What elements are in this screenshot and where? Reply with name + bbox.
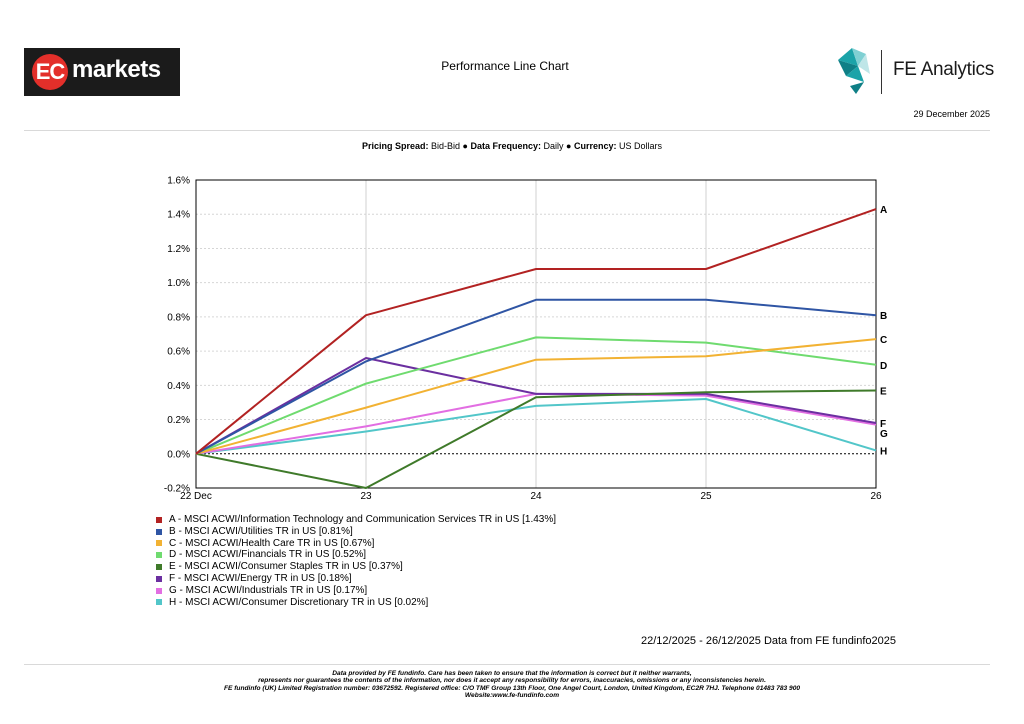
legend-item: B - MSCI ACWI/Utilities TR in US [0.81%]	[156, 526, 556, 538]
legend-swatch	[156, 516, 162, 523]
ec-logo-initials: EC	[32, 54, 68, 90]
x-tick-label: 26	[870, 491, 882, 502]
y-tick-label: 0.4%	[167, 381, 190, 392]
y-tick-label: 0.8%	[167, 312, 190, 323]
series-end-label: H	[880, 446, 887, 457]
disclaimer-line: represents nor guarantees the contents o…	[258, 677, 766, 685]
ec-markets-logo: EC markets	[24, 48, 180, 96]
brand-separator	[881, 50, 882, 94]
legend-label: E - MSCI ACWI/Consumer Staples TR in US …	[169, 561, 403, 573]
legend-swatch	[156, 575, 162, 582]
legend-item: E - MSCI ACWI/Consumer Staples TR in US …	[156, 561, 556, 573]
report-date: 29 December 2025	[913, 109, 990, 119]
data-range: 22/12/2025 - 26/12/2025 Data from FE fun…	[641, 635, 897, 647]
disclaimer-line: Data provided by FE fundinfo. Care has b…	[332, 670, 692, 677]
pricing-value: Bid-Bid	[430, 141, 460, 151]
y-tick-label: 0.2%	[167, 415, 190, 426]
y-tick-label: 1.2%	[167, 244, 190, 255]
chart-legend: A - MSCI ACWI/Information Technology and…	[156, 514, 556, 608]
legend-swatch	[156, 540, 162, 547]
legend-item: H - MSCI ACWI/Consumer Discretionary TR …	[156, 597, 556, 609]
legend-item: F - MSCI ACWI/Energy TR in US [0.18%]	[156, 573, 556, 585]
x-tick-label: 23	[360, 491, 372, 502]
legend-label: F - MSCI ACWI/Energy TR in US [0.18%]	[169, 572, 352, 584]
series-line-a	[195, 208, 877, 455]
series-end-label: A	[880, 205, 887, 216]
x-tick-label: 24	[530, 491, 542, 502]
series-end-label: B	[880, 311, 887, 322]
currency-value: US Dollars	[619, 141, 663, 151]
series-line-f	[195, 357, 877, 455]
series-line-h	[195, 398, 877, 455]
frequency-value: Daily	[543, 141, 564, 151]
legend-item: C - MSCI ACWI/Health Care TR in US [0.67…	[156, 538, 556, 550]
y-tick-label: 1.4%	[167, 210, 190, 221]
legend-label: A - MSCI ACWI/Information Technology and…	[169, 514, 557, 525]
y-tick-label: 0.6%	[167, 347, 190, 358]
legend-swatch	[156, 587, 162, 594]
brand-name: FE Analytics	[893, 59, 994, 80]
y-tick-label: 0.0%	[167, 449, 190, 460]
currency-label: Currency:	[574, 141, 617, 151]
x-tick-label: 22 Dec	[180, 491, 212, 502]
legend-label: D - MSCI ACWI/Financials TR in US [0.52%…	[169, 549, 367, 561]
frequency-label: Data Frequency:	[470, 141, 541, 151]
legend-label: G - MSCI ACWI/Industrials TR in US [0.17…	[169, 584, 368, 596]
series-end-label: E	[880, 386, 887, 397]
footer-divider	[24, 664, 990, 665]
header-divider	[24, 130, 990, 131]
chart-settings: Pricing Spread: Bid-Bid ● Data Frequency…	[0, 141, 1024, 151]
legend-item: A - MSCI ACWI/Information Technology and…	[156, 514, 556, 526]
legend-label: C - MSCI ACWI/Health Care TR in US [0.67…	[169, 537, 375, 549]
series-end-label: F	[880, 419, 886, 430]
legend-swatch	[156, 528, 162, 535]
legend-swatch	[156, 552, 162, 559]
pricing-label: Pricing Spread:	[361, 141, 429, 151]
series-line-b	[195, 298, 877, 455]
fe-analytics-logo-icon	[838, 48, 870, 94]
series-line-c	[195, 338, 877, 455]
legend-swatch	[156, 599, 162, 606]
legend-swatch	[156, 564, 162, 571]
legend-label: B - MSCI ACWI/Utilities TR in US [0.81%]	[169, 525, 353, 537]
series-end-label: G	[880, 429, 888, 440]
plot-border	[195, 179, 877, 489]
separator-bullet: ●	[462, 141, 468, 151]
y-tick-label: -0.2%	[164, 484, 190, 495]
series-line-e	[195, 389, 877, 489]
series-end-label: D	[880, 361, 887, 372]
disclaimer: Data provided by FE fundinfo. Care has b…	[0, 670, 1024, 700]
legend-item: G - MSCI ACWI/Industrials TR in US [0.17…	[156, 585, 556, 597]
page-title: Performance Line Chart	[441, 59, 569, 73]
y-tick-label: 1.0%	[167, 278, 190, 289]
legend-label: H - MSCI ACWI/Consumer Discretionary TR …	[169, 596, 429, 608]
disclaimer-line: Website:www.fe-fundinfo.com	[464, 692, 560, 700]
series-end-label: C	[880, 335, 887, 346]
ec-logo-word: markets	[72, 56, 161, 83]
separator-bullet: ●	[566, 141, 572, 151]
disclaimer-line: FE fundinfo (UK) Limited Registration nu…	[223, 684, 801, 692]
x-tick-label: 25	[700, 491, 712, 502]
legend-item: D - MSCI ACWI/Financials TR in US [0.52%…	[156, 549, 556, 561]
y-tick-label: 1.6%	[167, 176, 190, 187]
